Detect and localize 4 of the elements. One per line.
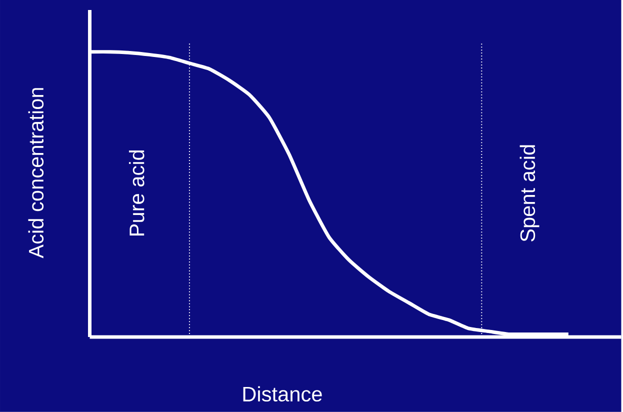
annotation: Spent acid <box>520 145 540 242</box>
x-axis-title: Distance <box>243 386 322 402</box>
annotation: Pure acid <box>128 150 144 236</box>
y-axis-title: Acid concentration <box>28 88 44 258</box>
